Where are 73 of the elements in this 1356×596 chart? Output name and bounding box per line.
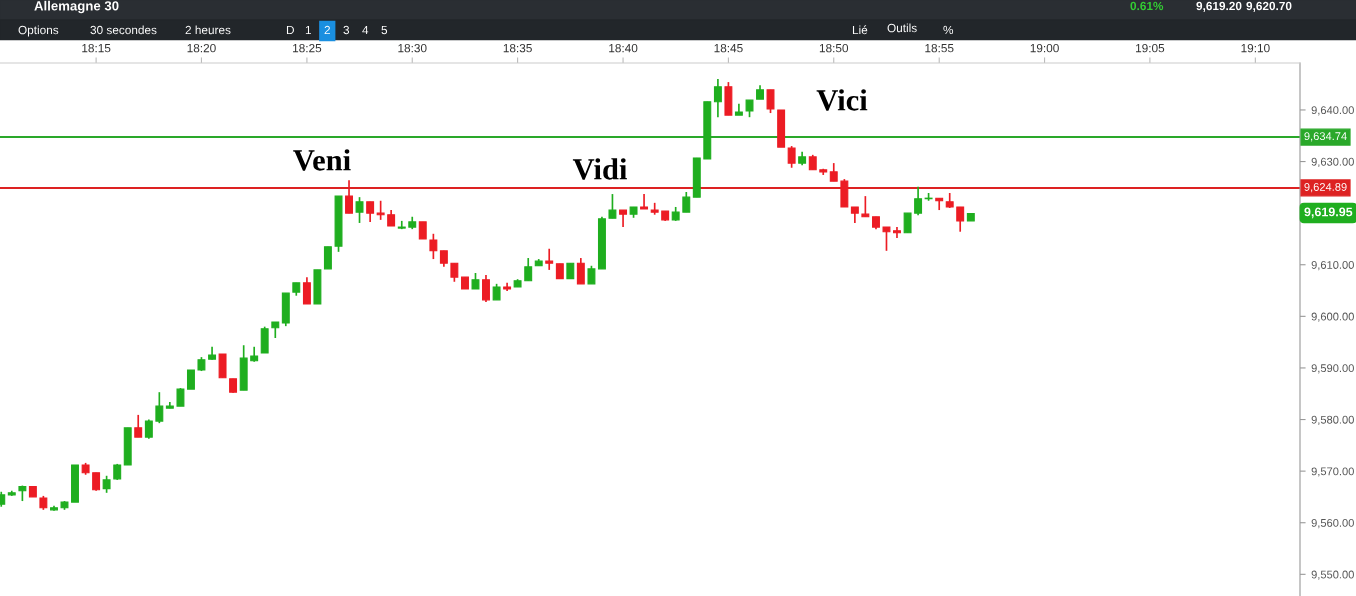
text: 9,620.70	[1246, 1, 1292, 12]
y-tick-label: 9,580.00	[1311, 415, 1354, 425]
text: 4	[362, 25, 369, 35]
candlestick	[787, 145, 796, 169]
chart-title: Allemagne 30	[34, 0, 119, 14]
text: %	[943, 25, 954, 35]
y-tick-label: 9,590.00	[1311, 364, 1354, 374]
text: 1	[305, 25, 311, 35]
text: Lié	[852, 25, 868, 35]
text: 30 secondes	[90, 25, 157, 35]
text: Options	[18, 25, 59, 37]
x-tick-label: 18:20	[187, 43, 216, 53]
candlestick	[608, 193, 617, 220]
y-tick-label: 9,610.00	[1311, 261, 1354, 271]
candlestick	[155, 391, 164, 424]
y-tick-label: 9,550.00	[1311, 570, 1354, 580]
candlestick	[482, 274, 490, 303]
candlestick	[576, 257, 585, 285]
candlestick	[914, 185, 923, 217]
candlestick	[176, 387, 185, 407]
candlestick	[218, 353, 227, 379]
candlestick	[766, 88, 775, 114]
text: 2	[324, 25, 330, 35]
candlestick	[302, 276, 311, 305]
candlestick	[545, 247, 554, 271]
x-tick-label: 18:50	[819, 43, 849, 53]
y-tick-label: 9,570.00	[1311, 467, 1354, 477]
text: Outils	[887, 23, 917, 33]
text: 2 heures	[185, 25, 231, 35]
candlestick	[640, 193, 649, 210]
text: 9,619.20	[1196, 1, 1242, 12]
x-tick-label: 18:40	[609, 43, 638, 53]
candlestick	[376, 199, 385, 221]
y-tick-label: 9,600.00	[1311, 312, 1354, 322]
annotation: Vidi	[572, 158, 627, 180]
text: 9,619.95	[1304, 207, 1353, 219]
x-tick-label: 19:05	[1136, 43, 1165, 53]
candlestick	[355, 196, 364, 224]
annotation: Veni	[293, 149, 351, 171]
x-tick-label: 18:30	[398, 43, 427, 53]
candlestick	[92, 471, 101, 492]
candlestick	[524, 257, 533, 282]
text: 5	[381, 25, 388, 35]
candlestick	[429, 232, 438, 260]
candlestick	[134, 414, 143, 438]
candlestick	[186, 369, 195, 390]
x-tick-label: 18:35	[503, 43, 532, 53]
candlestick	[682, 191, 691, 213]
candlestick	[450, 262, 459, 283]
annotation: Vici	[816, 89, 868, 111]
x-tick-label: 19:00	[1030, 43, 1059, 53]
ref-line-label: 9,634.74	[1304, 132, 1347, 142]
y-tick-label: 9,640.00	[1311, 106, 1354, 116]
text: 0.61%	[1130, 1, 1164, 11]
candlestick	[956, 206, 965, 233]
x-tick-label: 18:45	[714, 43, 743, 53]
x-tick-label: 18:15	[82, 43, 111, 53]
candlestick	[882, 226, 891, 252]
candlestick	[829, 162, 838, 182]
ref-line-label: 9,624.89	[1304, 183, 1347, 193]
x-tick-label: 18:25	[293, 43, 322, 53]
candlestick	[323, 245, 332, 270]
text: 3	[343, 25, 350, 35]
y-tick-label: 9,560.00	[1311, 519, 1354, 529]
text: D	[286, 25, 294, 35]
candlestick	[903, 212, 912, 234]
candlestick	[713, 78, 722, 119]
candlestick	[366, 200, 375, 223]
x-tick-label: 18:55	[925, 43, 954, 53]
x-tick-label: 19:10	[1241, 43, 1270, 53]
candlestick	[587, 264, 596, 285]
y-tick-label: 9,630.00	[1311, 157, 1354, 167]
candlestick	[345, 179, 353, 214]
